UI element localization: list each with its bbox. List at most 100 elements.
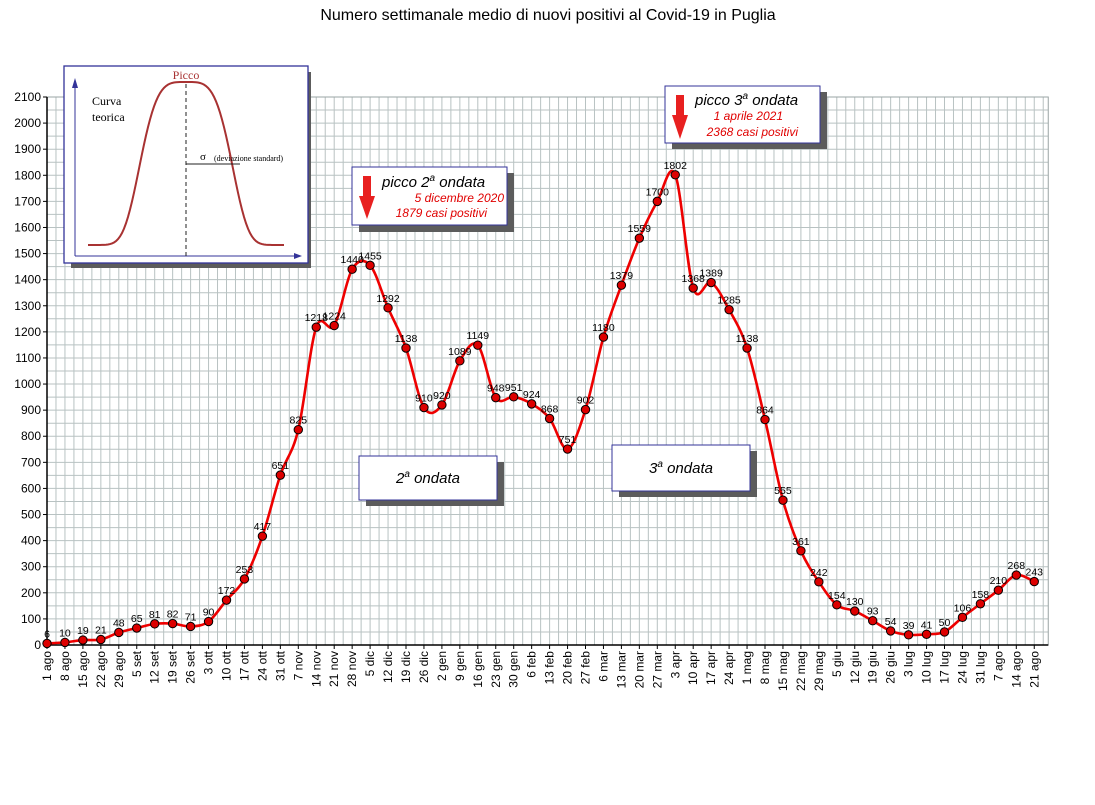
- svg-text:3a ondata: 3a ondata: [649, 459, 713, 477]
- inset-sigma: σ: [200, 151, 206, 163]
- x-tick-label: 26 dic: [417, 651, 431, 683]
- x-tick-label: 17 apr: [704, 651, 718, 685]
- data-point: [455, 356, 465, 366]
- svg-text:2a ondata: 2a ondata: [395, 469, 460, 487]
- x-tick-label: 13 feb: [543, 651, 557, 685]
- y-tick-label: 600: [21, 481, 41, 495]
- x-tick-label: 26 giu: [884, 651, 898, 684]
- data-label: 172: [218, 585, 236, 597]
- data-point: [868, 616, 878, 626]
- y-tick-label: 800: [21, 429, 41, 443]
- data-point: [652, 196, 662, 207]
- data-label: 751: [559, 434, 577, 446]
- data-label: 48: [113, 617, 125, 629]
- x-tick-label: 15 ago: [76, 651, 90, 688]
- peak-3-title-rest: ondata: [748, 92, 798, 109]
- x-tick-label: 20 feb: [561, 651, 575, 685]
- x-tick-label: 17 lug: [938, 651, 952, 684]
- data-label: 54: [885, 616, 897, 628]
- wave-3-rest: ondata: [663, 460, 713, 477]
- x-tick-label: 24 apr: [722, 651, 736, 685]
- data-point: [544, 413, 555, 424]
- data-point: [96, 634, 106, 645]
- x-tick-label: 1 ago: [40, 651, 54, 681]
- data-label: 1218: [305, 312, 329, 324]
- x-tick-label: 21 ago: [1027, 651, 1041, 688]
- x-tick-label: 31 lug: [973, 651, 987, 684]
- x-tick-label: 6 mar: [596, 651, 610, 682]
- x-tick-label: 19 giu: [866, 651, 880, 684]
- y-tick-label: 1300: [14, 299, 41, 313]
- data-label: 920: [433, 390, 451, 402]
- data-label: 651: [272, 460, 290, 472]
- x-tick-label: 22 ago: [94, 651, 108, 688]
- wave-2-num: 2: [395, 470, 405, 487]
- x-tick-label: 10 apr: [686, 651, 700, 685]
- x-tick-label: 10 lug: [920, 651, 934, 684]
- data-label: 868: [541, 403, 559, 415]
- data-label: 243: [1025, 567, 1043, 579]
- x-tick-label: 5 dic: [363, 651, 377, 676]
- data-point: [185, 621, 196, 632]
- data-point: [60, 637, 70, 648]
- x-tick-label: 23 gen: [489, 651, 503, 688]
- y-tick-label: 1900: [14, 142, 41, 156]
- inset-curve-label-2: teorica: [92, 110, 125, 124]
- wave-3-sup: a: [657, 459, 663, 470]
- x-tick-label: 14 ago: [1009, 651, 1023, 688]
- data-label: 19: [77, 625, 89, 637]
- x-tick-label: 5 set: [130, 650, 144, 677]
- x-tick-label: 13 mar: [614, 651, 628, 688]
- peak-3-cases: 2368 casi positivi: [706, 125, 799, 139]
- x-tick-label: 12 giu: [848, 651, 862, 684]
- wave-2-rest: ondata: [410, 470, 460, 487]
- data-label: 10: [59, 627, 71, 639]
- data-label: 1368: [682, 273, 706, 285]
- data-label: 210: [990, 575, 1008, 587]
- svg-text:picco 3a ondata: picco 3a ondata: [694, 91, 798, 109]
- data-point: [796, 546, 806, 556]
- x-tick-label: 8 ago: [58, 651, 72, 681]
- data-label: 158: [972, 589, 990, 601]
- data-point: [150, 619, 160, 629]
- x-tick-label: 29 ago: [112, 651, 126, 688]
- data-points: [42, 170, 1039, 649]
- wave-3-num: 3: [649, 460, 658, 477]
- x-tick-label: 3 lug: [902, 651, 916, 677]
- x-tick-label: 9 gen: [453, 651, 467, 681]
- svg-text:picco 2a ondata: picco 2a ondata: [381, 173, 485, 191]
- data-label: 1149: [467, 330, 490, 342]
- x-tick-label: 7 ago: [991, 651, 1005, 681]
- data-point: [221, 595, 232, 605]
- peak-2-date: 5 dicembre 2020: [415, 191, 505, 205]
- data-point: [724, 304, 734, 315]
- wave-2-label-box: 2a ondata: [358, 455, 504, 506]
- data-point: [778, 495, 788, 505]
- data-label: 864: [756, 405, 774, 417]
- data-point: [383, 303, 393, 313]
- wave-2-sup: a: [404, 469, 410, 480]
- inset-curve-label-1: Curva: [92, 94, 122, 108]
- down-arrow-icon-head: [359, 196, 375, 219]
- data-point: [419, 402, 429, 413]
- data-point: [526, 399, 537, 409]
- data-point: [347, 264, 357, 274]
- data-point: [78, 635, 88, 645]
- y-tick-label: 0: [34, 638, 41, 652]
- data-point: [688, 283, 698, 293]
- data-point: [850, 606, 860, 616]
- data-label: 71: [185, 611, 197, 623]
- data-label: 1389: [699, 268, 723, 280]
- y-tick-label: 300: [21, 560, 41, 574]
- data-label: 50: [939, 617, 951, 629]
- x-tick-label: 3 ott: [202, 650, 216, 674]
- peak-2-cases: 1879 casi positivi: [396, 206, 488, 220]
- x-tick-label: 2 gen: [435, 651, 449, 681]
- peak-2-title-rest: ondata: [435, 174, 485, 191]
- data-point: [365, 260, 375, 271]
- data-label: 1224: [323, 311, 347, 323]
- data-point: [957, 612, 968, 623]
- y-tick-label: 1400: [14, 273, 41, 287]
- data-label: 1138: [736, 333, 759, 345]
- inset-peak-label: Picco: [173, 68, 200, 82]
